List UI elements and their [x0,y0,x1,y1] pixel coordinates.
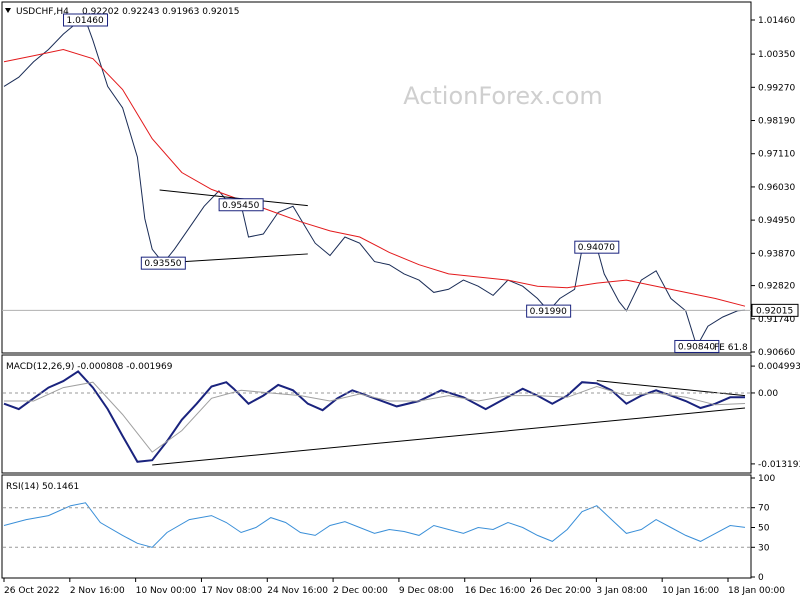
price-y-axis: 1.01460 1.00350 0.99270 0.98190 0.97110 0.960… [751,16,795,358]
price-label-box [140,256,186,270]
x-tick-label: 18 Jan 00:00 [728,586,785,596]
fe-label: FE 61.8 [714,343,748,353]
price-trendline [159,189,308,207]
macd-y-axis: 0.004993 0.00 -0.013193 [751,362,800,470]
price-ytick-label: 0.97110 [758,150,795,160]
rsi-y-axis: 100 70 50 30 0 [751,474,775,583]
price-ytick-label: 0.92820 [758,282,795,292]
price-panel-frame [1,1,752,354]
x-tick-label: 3 Jan 08:00 [596,586,648,596]
x-tick-label: 10 Jan 16:00 [662,586,719,596]
price-label: 0.93550 [144,259,181,269]
price-series-ma-line [3,48,746,307]
price-label: 0.94070 [578,243,615,253]
price-annotations: 0.92015 1.01460 0.95450 0.93550 0.94070 0.919… [63,13,799,353]
rsi-series [3,502,750,548]
price-label: 0.95450 [222,201,259,211]
price-label-box [218,198,264,212]
price-ytick-label: 1.01460 [758,16,795,26]
macd-title: MACD(12,26,9) -0.000808 -0.001969 [6,362,173,372]
rsi-ytick-label: 100 [758,474,775,484]
macd-ytick-label: 0.00 [758,389,778,399]
rsi-title: RSI(14) 50.1461 [6,482,79,492]
macd-trendline [596,380,746,397]
x-tick-label: 2 Dec 00:00 [333,586,388,596]
price-ytick-label: 0.91740 [758,315,795,325]
current-price-label: 0.92015 [756,306,793,316]
x-tick-label: 2 Nov 16:00 [70,586,125,596]
price-ytick-label: 0.99270 [758,83,795,93]
rsi-ytick-label: 30 [758,543,770,553]
macd-ytick-label: 0.004993 [758,362,800,372]
x-tick-label: 26 Dec 20:00 [531,586,592,596]
price-ytick-label: 0.94950 [758,216,795,226]
macd-series [3,370,750,466]
price-label: 0.90840 [678,342,715,352]
rsi-ytick-label: 70 [758,504,770,514]
price-label: 1.01460 [67,16,104,26]
rsi-ytick-label: 0 [758,573,764,583]
x-tick-label: 17 Nov 08:00 [201,586,262,596]
x-tick-label: 24 Nov 16:00 [267,586,328,596]
current-price-box [751,303,799,317]
price-ytick-label: 0.98190 [758,117,795,127]
watermark: ActionForex.com [403,82,603,110]
price-label-box [526,304,572,318]
price-series-price-line [3,19,746,348]
rsi-ytick-label: 50 [758,524,770,534]
price-label: 0.91990 [530,307,567,317]
price-label-box [574,240,620,254]
macd-series-macd-line [3,370,745,463]
price-ytick-label: 0.93870 [758,249,795,259]
macd-panel-frame [1,354,752,474]
price-ohlc-header: 0.92202 0.92243 0.91963 0.92015 [82,7,239,17]
x-tick-label: 16 Dec 16:00 [465,586,526,596]
chart-menu-icon[interactable] [5,8,11,13]
price-series [2,19,751,348]
x-axis: 26 Oct 2022 2 Nov 16:00 10 Nov 00:00 17 Nov… [3,578,785,596]
macd-series-signal-line [4,381,746,453]
macd-ytick-label: -0.013193 [758,460,800,470]
price-title: USDCHF,H4 [16,7,69,17]
rsi-series-rsi-line [3,502,746,548]
macd-trendline [152,407,746,466]
price-label-box [674,339,720,353]
x-tick-label: 26 Oct 2022 [4,586,60,596]
price-ytick-label: 0.90660 [758,348,795,358]
x-tick-label: 10 Nov 00:00 [136,586,197,596]
price-ytick-label: 1.00350 [758,50,795,60]
price-label-box [63,13,109,27]
x-tick-label: 9 Dec 08:00 [399,586,454,596]
rsi-panel-frame [1,474,752,579]
price-ytick-label: 0.96030 [758,183,795,193]
